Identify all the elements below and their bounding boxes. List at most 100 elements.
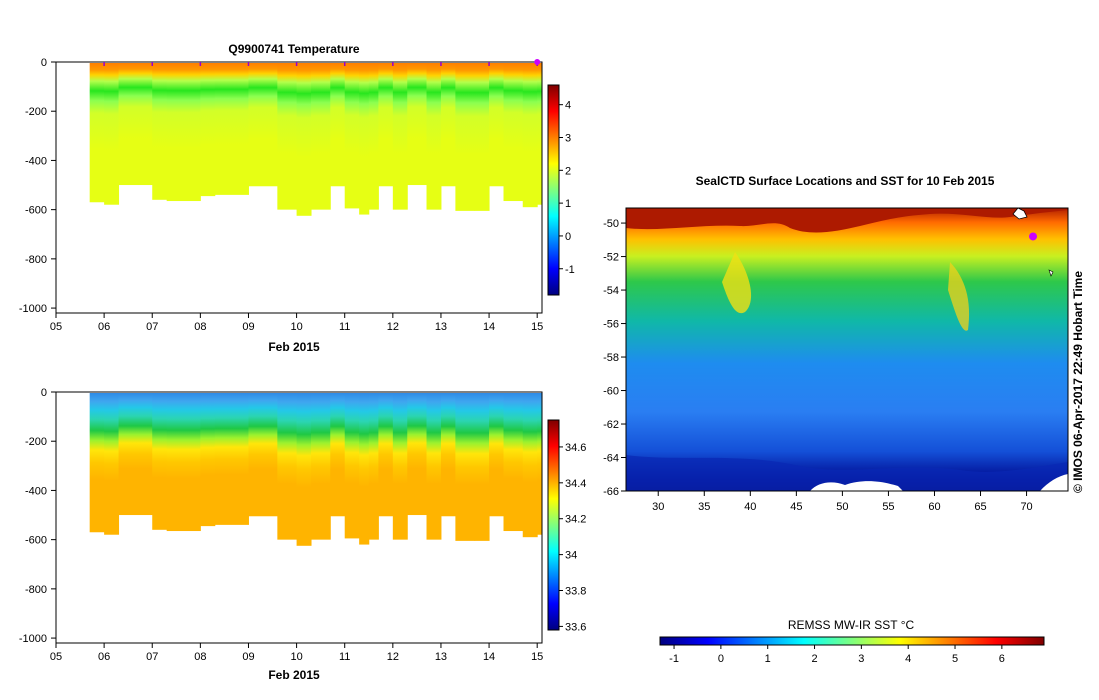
x-tick-label: 10	[290, 651, 302, 663]
colorbar-tick-label: -1	[565, 264, 575, 276]
sst-land-antarctica	[810, 481, 903, 491]
profile-column	[330, 63, 346, 187]
profile-column	[503, 63, 524, 202]
profile-column	[368, 63, 379, 210]
lat-tick-label: -56	[603, 319, 619, 331]
x-tick-label: 05	[50, 651, 62, 663]
sst-colorbar	[659, 636, 1045, 646]
profile-column	[248, 393, 278, 517]
temperature-plot-frame	[55, 61, 543, 314]
x-tick-label: 14	[483, 321, 495, 333]
profile-column	[407, 393, 428, 516]
lat-tick-label: -60	[603, 386, 619, 398]
sst-warm-band	[626, 208, 1068, 233]
salinity-x-axis: 05 06 07 08 09 10 11 12 13 14 15	[50, 643, 543, 663]
colorbar-tick-label: 1	[565, 198, 571, 210]
colorbar-tick-label: 34	[565, 550, 577, 562]
profile-column	[378, 393, 394, 517]
x-tick-label: 13	[435, 651, 447, 663]
profile-column	[277, 393, 298, 540]
profile-column	[344, 393, 360, 539]
profile-column	[89, 393, 105, 533]
lat-tick-label: -54	[603, 285, 619, 297]
sst-colorbar-ticks: -1 0 1 2 3 4 5 6	[669, 645, 1005, 665]
profile-column	[104, 393, 120, 535]
y-tick-label: 0	[41, 387, 47, 399]
profile-column	[296, 393, 312, 546]
latest-profile-marker	[534, 59, 541, 65]
sst-colorbar-label: REMSS MW-IR SST °C	[788, 618, 915, 632]
y-tick-label: -600	[25, 205, 47, 217]
profile-column	[368, 393, 379, 540]
sst-map-frame	[625, 207, 1069, 492]
x-tick-label: 12	[387, 321, 399, 333]
profile-column	[152, 393, 168, 530]
salinity-colorbar	[547, 419, 560, 631]
profile-column	[118, 393, 153, 516]
sst-cold-band	[626, 455, 1068, 491]
profile-location-dot	[1029, 232, 1038, 241]
lon-tick-label: 65	[974, 501, 986, 513]
sst-colorbar-tick-label: 2	[811, 653, 817, 665]
sst-field	[626, 208, 1068, 491]
lon-tick-label: 35	[698, 501, 710, 513]
profile-column	[311, 393, 331, 540]
y-tick-label: -1000	[19, 303, 47, 315]
profile-column	[118, 63, 153, 186]
sst-colorbar-tick-label: 4	[905, 653, 911, 665]
profile-column	[426, 63, 442, 210]
y-tick-label: -800	[25, 584, 47, 596]
profile-column	[474, 63, 490, 211]
profile-column	[359, 393, 370, 545]
lon-tick-label: 50	[836, 501, 848, 513]
temperature-chart-title: Q9900741 Temperature	[228, 42, 360, 56]
lat-tick-label: -52	[603, 252, 619, 264]
lat-tick-label: -62	[603, 419, 619, 431]
profile-column	[152, 63, 168, 200]
sst-warm-filament-east	[948, 262, 970, 331]
temperature-colorbar-ticks: -1 0 1 2 3 4	[559, 100, 575, 276]
y-tick-label: -400	[25, 485, 47, 497]
lat-tick-label: -66	[603, 486, 619, 498]
colorbar-tick-label: 34.2	[565, 514, 586, 526]
colorbar-tick-label: 33.6	[565, 621, 586, 633]
colorbar-tick-label: 34.6	[565, 442, 586, 454]
x-tick-label: 14	[483, 651, 495, 663]
x-tick-label: 08	[194, 321, 206, 333]
y-tick-label: -400	[25, 155, 47, 167]
profile-column	[455, 63, 476, 211]
sst-colorbar-tick-label: -1	[669, 653, 679, 665]
profile-column	[455, 393, 476, 541]
profile-column	[537, 393, 543, 535]
profile-column	[277, 63, 298, 210]
profile-column	[200, 63, 216, 197]
profile-column	[522, 63, 538, 208]
y-tick-label: 0	[41, 57, 47, 69]
x-tick-label: 11	[339, 651, 350, 663]
lon-tick-label: 70	[1020, 501, 1032, 513]
profile-column	[344, 63, 360, 209]
sst-map-chart: SealCTD Surface Locations and SST for 10…	[603, 174, 1085, 665]
salinity-section-chart: 0 -200 -400 -600 -800 -1000 05 06 07 08 09 10 11 12 1…	[19, 387, 587, 682]
profile-column	[522, 393, 538, 538]
profile-column	[426, 393, 442, 540]
profile-column	[296, 63, 312, 216]
profile-column	[489, 63, 505, 187]
salinity-x-axis-label: Feb 2015	[268, 668, 320, 682]
y-tick-label: -1000	[19, 633, 47, 645]
colorbar-tick-label: 0	[565, 231, 571, 243]
profile-column	[537, 63, 543, 205]
y-tick-label: -800	[25, 254, 47, 266]
sst-colorbar-tick-label: 6	[999, 653, 1005, 665]
lon-tick-label: 30	[652, 501, 664, 513]
profile-column	[248, 63, 278, 187]
sst-latitude-axis: -50 -52 -54 -56 -58 -60 -62 -64 -66	[603, 218, 626, 498]
x-tick-label: 13	[435, 321, 447, 333]
colorbar-tick-label: 3	[565, 133, 571, 145]
profile-column	[392, 63, 408, 210]
profile-column	[440, 63, 456, 187]
kerguelen-island	[1012, 208, 1028, 220]
y-tick-label: -200	[25, 436, 47, 448]
salinity-colorbar-ticks: 33.6 33.8 34 34.2 34.4 34.6	[559, 442, 586, 633]
